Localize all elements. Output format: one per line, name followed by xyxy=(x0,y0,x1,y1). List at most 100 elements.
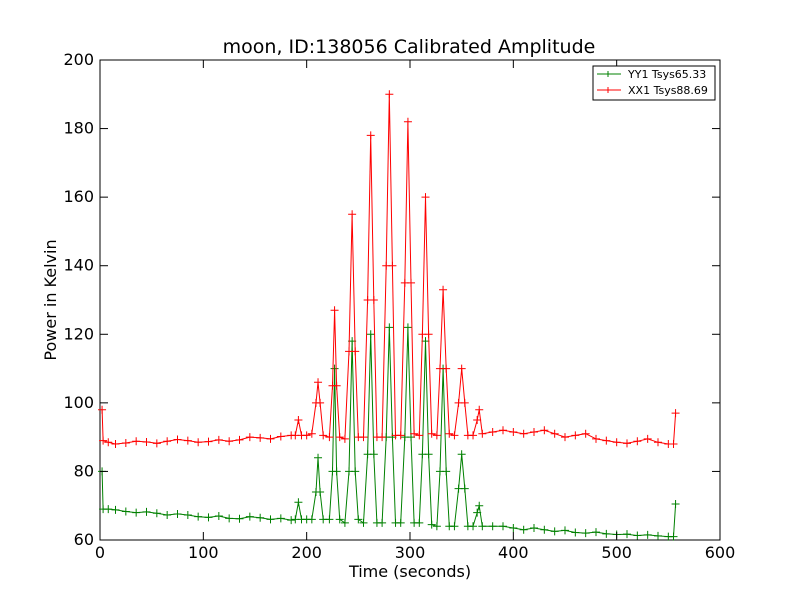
data-point xyxy=(132,437,141,446)
data-point xyxy=(561,433,569,442)
data-point xyxy=(366,131,375,140)
legend-marker-yy1 xyxy=(605,71,611,77)
data-point xyxy=(266,515,275,524)
data-point xyxy=(415,431,424,440)
data-point xyxy=(633,437,642,446)
data-point xyxy=(276,514,285,523)
y-tick-label: 120 xyxy=(63,324,94,343)
data-point xyxy=(633,531,642,540)
chart-title: moon, ID:138056 Calibrated Amplitude xyxy=(223,36,596,58)
data-point xyxy=(499,426,507,435)
plot-frame xyxy=(99,59,721,541)
data-point xyxy=(98,405,107,414)
data-point xyxy=(183,436,192,445)
data-point xyxy=(204,513,213,522)
data-point xyxy=(475,405,484,414)
data-point xyxy=(314,378,323,387)
data-point xyxy=(396,518,405,527)
data-point xyxy=(473,508,482,517)
data-point xyxy=(478,522,487,531)
data-point xyxy=(104,505,113,514)
data-point xyxy=(442,467,451,476)
data-point xyxy=(571,528,580,537)
data-point xyxy=(294,498,303,507)
x-tick-label: 200 xyxy=(291,543,322,562)
y-axis-label: Power in Kelvin xyxy=(41,239,60,360)
data-point xyxy=(214,435,223,444)
data-point xyxy=(276,432,285,441)
data-point xyxy=(571,431,580,440)
data-point xyxy=(488,522,497,531)
data-point xyxy=(509,428,518,436)
data-point xyxy=(424,330,433,339)
data-point xyxy=(256,433,265,442)
data-point xyxy=(330,364,339,373)
data-point xyxy=(316,488,325,496)
y-tick-label: 180 xyxy=(63,119,94,138)
legend-box xyxy=(592,65,716,101)
data-point xyxy=(152,509,161,518)
data-point xyxy=(335,515,344,524)
data-point xyxy=(460,398,469,407)
data-point xyxy=(473,416,482,424)
data-point xyxy=(424,450,433,459)
data-point xyxy=(581,429,590,438)
data-point xyxy=(173,435,182,444)
data-point xyxy=(173,509,182,518)
data-point xyxy=(403,117,412,126)
data-point xyxy=(121,507,130,516)
data-point xyxy=(469,431,478,440)
data-point xyxy=(654,531,662,540)
data-point xyxy=(354,515,363,524)
data-point xyxy=(369,450,378,459)
data-point xyxy=(403,323,412,332)
y-tick-label: 60 xyxy=(74,530,94,549)
data-point xyxy=(245,512,254,521)
data-point xyxy=(450,431,459,440)
data-point xyxy=(457,450,466,459)
data-point xyxy=(488,428,497,436)
data-point xyxy=(643,434,652,443)
legend-label-yy1: YY1 Tsys65.33 xyxy=(627,68,706,81)
data-point xyxy=(319,431,328,440)
data-point xyxy=(478,429,487,438)
legend-entry-xx1: XX1 Tsys88.69 xyxy=(597,84,708,97)
data-point xyxy=(225,514,234,523)
data-point xyxy=(121,438,130,447)
data-point xyxy=(194,512,203,521)
data-point xyxy=(163,510,172,519)
series-yy1 xyxy=(98,323,680,541)
legend: YY1 Tsys65.33 XX1 Tsys88.69 xyxy=(592,65,716,101)
series-layer xyxy=(98,90,680,541)
data-point xyxy=(287,516,296,525)
data-point xyxy=(307,429,316,438)
data-point xyxy=(602,436,611,445)
data-point xyxy=(643,530,652,539)
y-tick-label: 200 xyxy=(63,50,94,69)
x-axis-label: Time (seconds) xyxy=(348,562,471,581)
data-point xyxy=(499,522,507,531)
data-point xyxy=(669,532,678,541)
data-point xyxy=(550,527,559,536)
data-point xyxy=(330,306,339,315)
plot-area: 0 100 200 300 400 500 600 60 80 100 120 140 160 180 20… xyxy=(63,50,735,562)
data-point xyxy=(325,433,334,442)
data-point xyxy=(359,518,368,527)
data-point xyxy=(183,510,192,519)
data-point xyxy=(302,431,311,440)
y-tick-label: 140 xyxy=(63,256,94,275)
data-point xyxy=(366,330,375,339)
data-point xyxy=(439,285,448,294)
data-point xyxy=(469,522,478,531)
data-point xyxy=(142,437,151,446)
data-point xyxy=(99,436,108,445)
data-point xyxy=(427,520,436,529)
series-line xyxy=(101,327,677,538)
data-point xyxy=(369,296,378,304)
data-point xyxy=(104,438,113,447)
data-point xyxy=(316,398,325,407)
data-point xyxy=(378,518,387,527)
legend-marker-xx1 xyxy=(605,87,611,93)
data-point xyxy=(388,261,397,270)
series-xx1 xyxy=(98,90,680,448)
